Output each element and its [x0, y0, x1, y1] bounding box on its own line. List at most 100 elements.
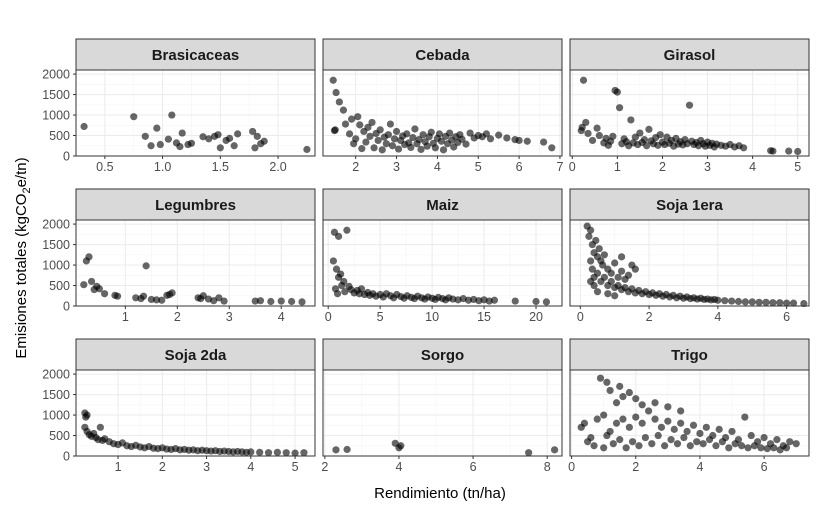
panel-background [76, 70, 315, 156]
data-point [757, 444, 765, 452]
panel-border [322, 219, 563, 307]
x-tick-label: 4 [395, 460, 402, 474]
data-point [334, 232, 343, 240]
facet-panel-2: Girasol 0 1 2 3 4 5 [569, 38, 810, 174]
y-tick-label: 0 [63, 450, 70, 464]
data-point [587, 433, 595, 442]
data-point [584, 129, 592, 138]
facet-title: Girasol [664, 47, 716, 64]
data-point [130, 113, 138, 121]
data-point [548, 144, 556, 152]
data-point [439, 146, 448, 154]
data-point [378, 146, 386, 154]
data-point [612, 419, 621, 427]
data-point [612, 399, 621, 407]
facet-title: Sorgo [421, 347, 464, 364]
data-point [635, 442, 643, 450]
data-point [683, 427, 691, 436]
data-point [341, 288, 349, 296]
x-tick-label: 15 [477, 310, 491, 324]
data-point [611, 259, 619, 267]
x-tick-label: 1 [115, 460, 122, 474]
data-point [619, 415, 627, 423]
data-point [651, 415, 659, 423]
data-point [783, 299, 791, 307]
data-point [339, 106, 348, 114]
data-point [622, 444, 630, 452]
data-point [251, 144, 259, 152]
y-tick-label: 500 [49, 279, 70, 293]
data-point [593, 269, 602, 277]
data-point [702, 423, 710, 431]
data-point [636, 129, 644, 137]
data-point [638, 419, 646, 427]
panel-border [569, 69, 810, 157]
data-point [588, 265, 596, 273]
data-point [511, 297, 519, 305]
facet-strip [569, 38, 810, 71]
data-point [216, 144, 224, 152]
data-point [773, 436, 781, 444]
data-point [616, 382, 624, 390]
data-point [427, 128, 435, 136]
data-point [354, 113, 362, 121]
data-point [303, 145, 311, 154]
data-point [670, 425, 678, 433]
data-point [785, 147, 793, 155]
data-point [366, 132, 374, 140]
panel-border [75, 69, 316, 157]
data-point [587, 257, 595, 265]
data-point [693, 438, 701, 446]
data-point [607, 277, 615, 286]
data-point [277, 297, 285, 305]
data-point [731, 440, 739, 448]
data-point [80, 122, 88, 131]
facet-title: Trigo [671, 347, 708, 364]
facet-strip [75, 338, 316, 371]
data-point [748, 298, 756, 306]
data-point [256, 448, 264, 456]
data-point [604, 290, 612, 298]
data-point [83, 411, 91, 419]
data-point [199, 292, 207, 300]
data-point [640, 136, 649, 144]
data-point [617, 267, 626, 275]
data-point [168, 289, 176, 297]
x-tick-label: 4 [714, 310, 721, 324]
data-point [490, 296, 499, 304]
data-point [616, 104, 624, 112]
x-tick-label: 6 [761, 460, 768, 474]
data-point [585, 232, 593, 240]
data-point [643, 142, 651, 150]
data-point [699, 440, 707, 448]
data-point [667, 436, 675, 444]
data-point [600, 273, 608, 281]
data-point [588, 136, 597, 145]
data-point [712, 442, 720, 450]
x-tick-label: 2.0 [269, 160, 286, 174]
data-point [288, 297, 296, 306]
data-point [176, 142, 184, 151]
data-point [595, 131, 603, 140]
panel-border [75, 369, 316, 457]
data-point [332, 265, 341, 273]
y-axis-title-main: Emisiones totales (kgCO [13, 194, 30, 359]
data-point [624, 271, 633, 279]
data-point [142, 262, 150, 270]
data-point [632, 413, 640, 421]
data-point [298, 298, 306, 306]
x-tick-label: 3 [393, 160, 400, 174]
y-tick-label: 1500 [42, 88, 70, 102]
data-point [614, 273, 622, 281]
data-point [187, 139, 196, 147]
data-point [256, 297, 265, 305]
data-point [677, 407, 685, 415]
data-point [267, 297, 275, 306]
data-point [595, 245, 603, 253]
data-point [352, 135, 360, 143]
data-point [657, 423, 666, 431]
data-point [641, 433, 649, 442]
data-point [345, 130, 354, 138]
data-point [770, 444, 778, 452]
